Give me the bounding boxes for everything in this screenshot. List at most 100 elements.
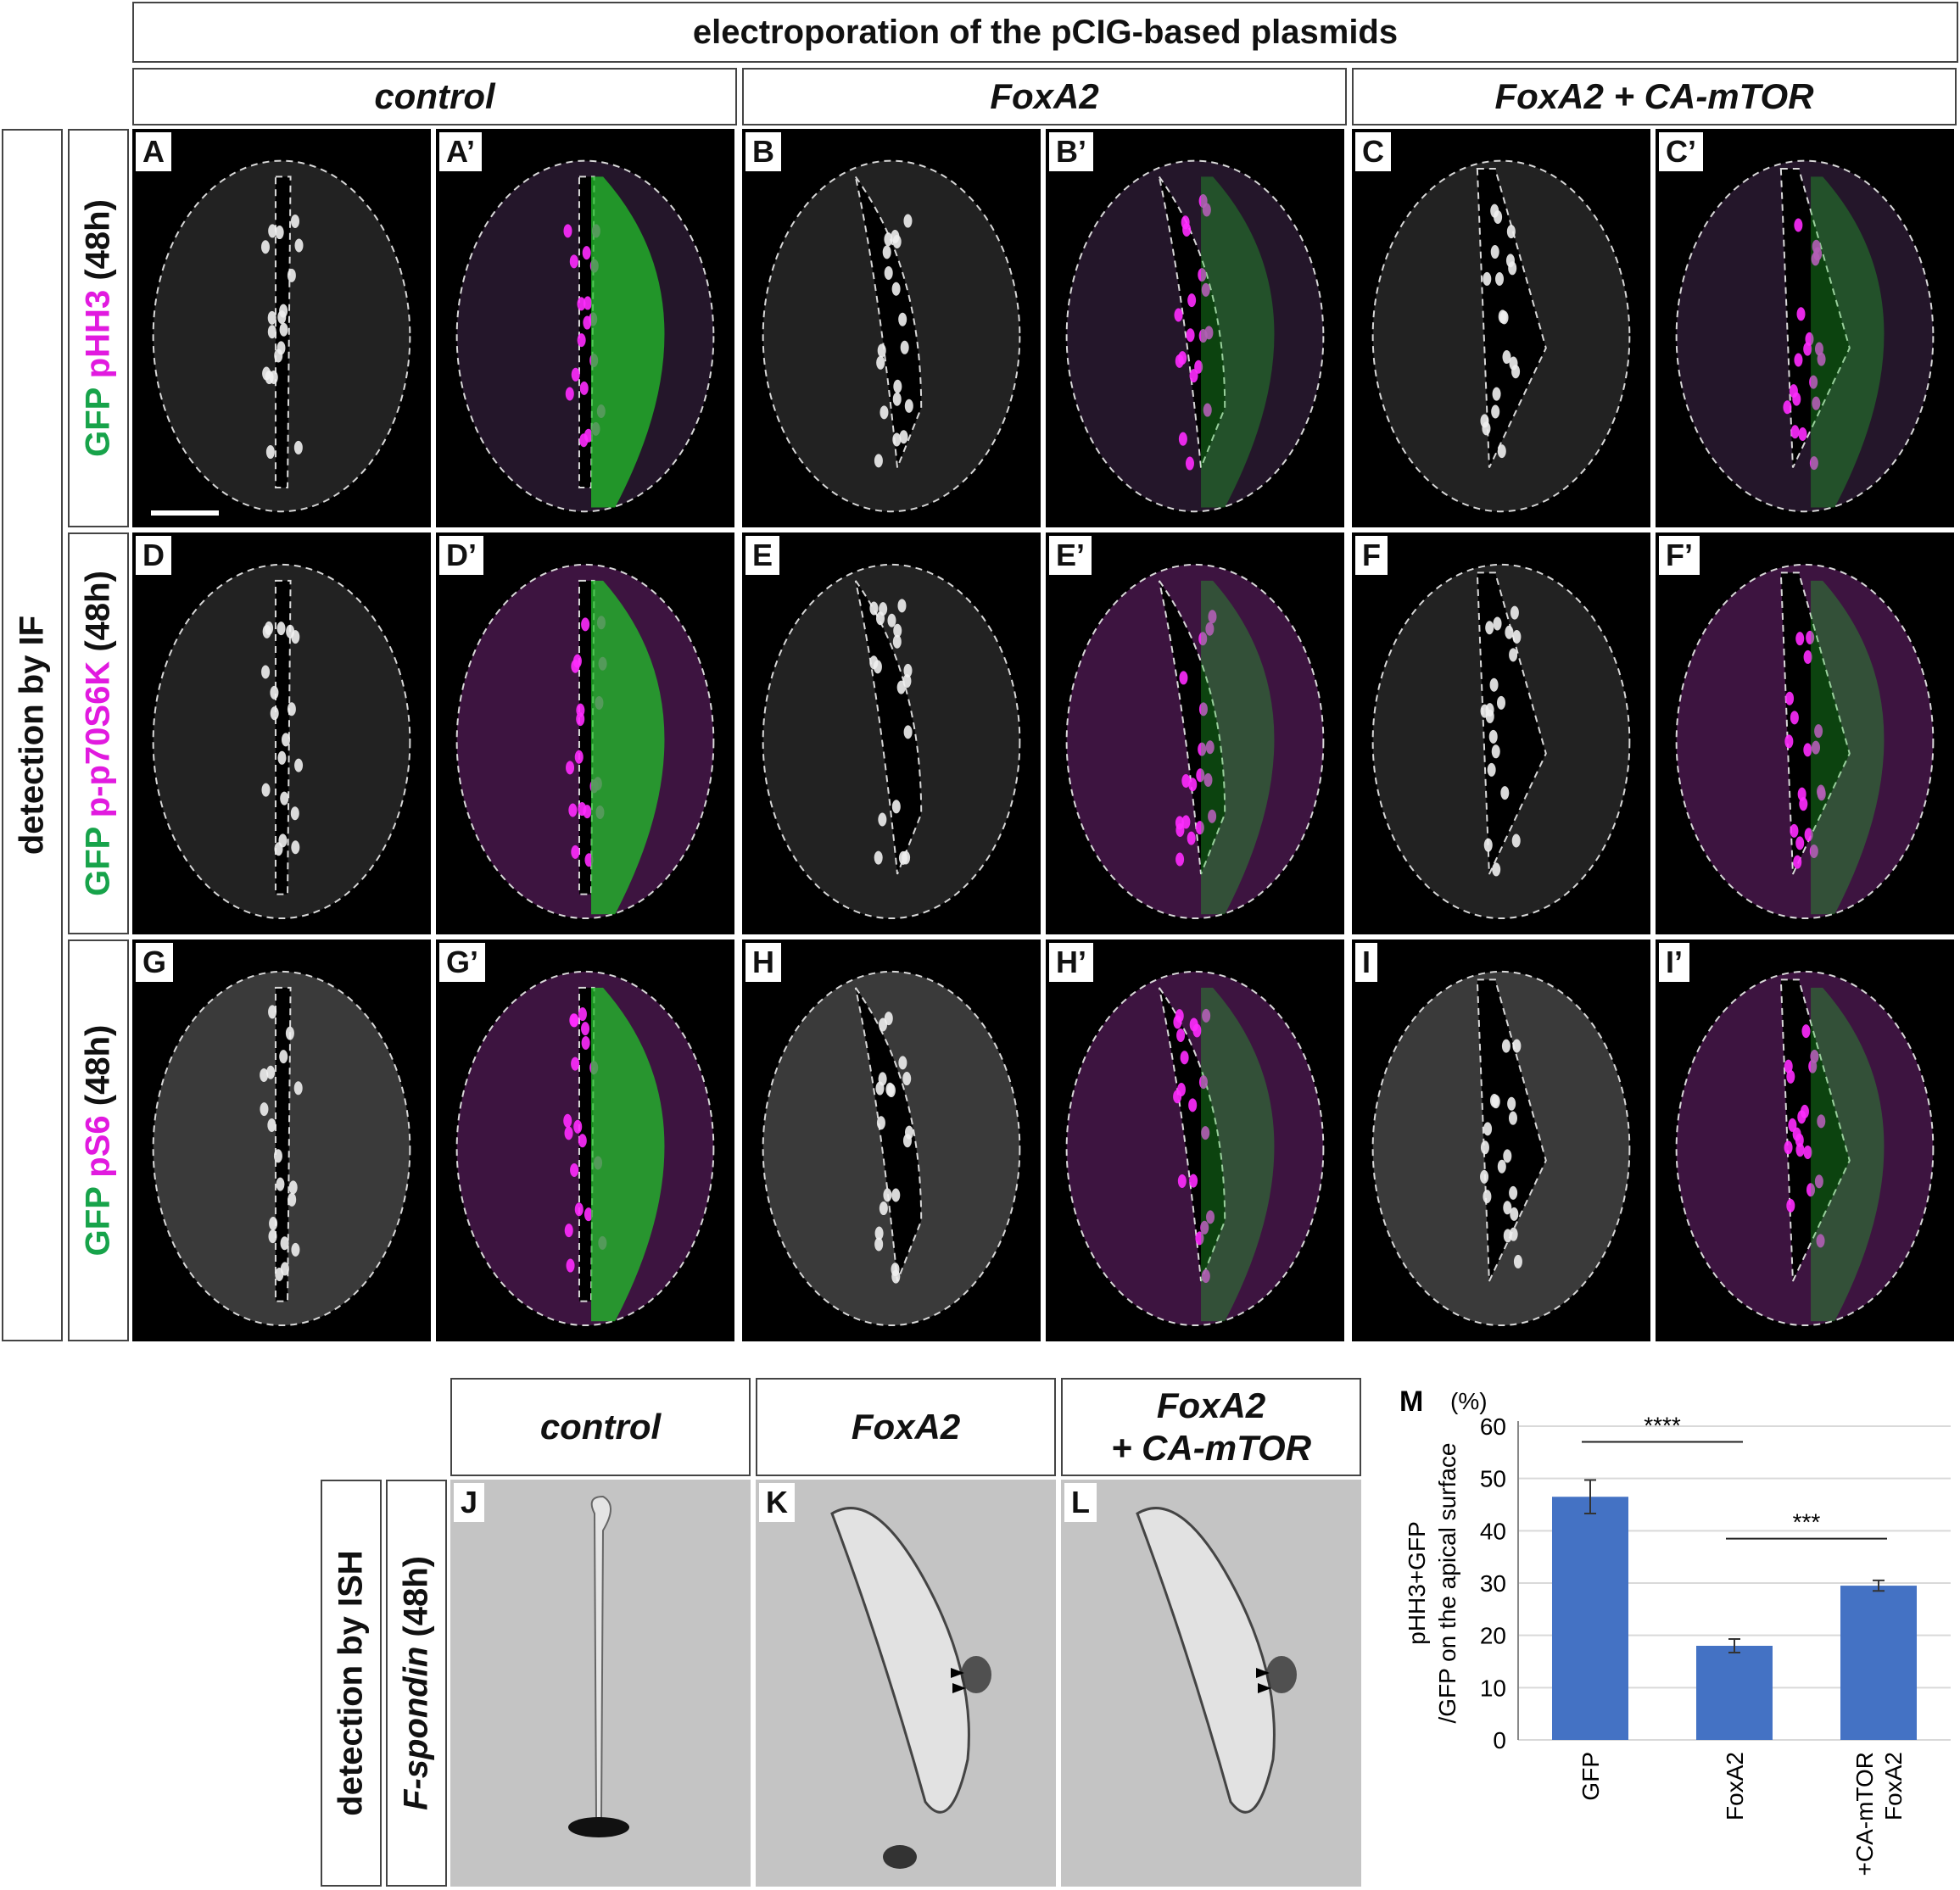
row-label-3: GFP pS6 (48h) [79,1024,117,1257]
micrograph-image-row3-5 [1675,970,1935,1327]
x-tick-label: FoxA2 [1880,1752,1907,1820]
row-label-box-1: GFP pHH3 (48h) [68,129,129,527]
panel-label: D [136,536,171,575]
row-label-box-2: GFP p-p70S6K (48h) [68,532,129,934]
micrograph-panel-row1-1: A’ [436,129,734,527]
micrograph-panel-row2-0: D [132,532,431,934]
ish-column-header-foxa2: FoxA2 [756,1378,1056,1476]
panel-label: H [745,943,781,982]
panel-label: H’ [1049,943,1093,982]
ish-side-label-box: detection by ISH [321,1480,382,1887]
error-bar [1584,1479,1596,1514]
y-tick-label: 20 [1480,1623,1506,1649]
micrograph-image-row2-4 [1371,563,1631,920]
micrograph-image-row1-5 [1675,159,1935,513]
y-tick-label: 30 [1480,1570,1506,1597]
panel-label: I’ [1659,943,1690,982]
panel-label: C [1355,132,1391,171]
panel-label: B’ [1049,132,1093,171]
micrograph-image-row2-3 [1065,563,1325,920]
micrograph-image-row2-2 [762,563,1021,920]
bar [1696,1646,1773,1740]
x-tick-label: FoxA2 [1722,1752,1748,1820]
top-header-text: electroporation of the pCIG-based plasmi… [692,13,1399,51]
micrograph-panel-row3-1: G’ [436,939,734,1341]
micrograph-panel-row2-2: E [742,532,1041,934]
bar [1840,1586,1917,1740]
micrograph-image-row1-3 [1065,159,1325,513]
y-tick-label: 50 [1480,1466,1506,1492]
micrograph-image-row1-1 [455,159,715,513]
panel-label: F’ [1659,536,1700,575]
micrograph-panel-row3-5: I’ [1656,939,1954,1341]
micrograph-image-row3-3 [1065,970,1325,1327]
y-tick-label: 40 [1480,1518,1506,1544]
x-tick-label: +CA-mTOR [1851,1752,1878,1876]
error-bar [1728,1637,1740,1654]
panel-label: A’ [439,132,483,171]
panel-label: E [745,536,780,575]
ish-column-header-foxa2-line1: FoxA2 [1156,1385,1266,1425]
panel-label: C’ [1659,132,1703,171]
ish-panel-K: K [756,1480,1056,1887]
panel-label: A [136,132,171,171]
ish-gene-label: F-spondin (48h) [397,1556,435,1810]
ish-image-K [756,1480,1056,1887]
column-header-control-text: control [374,76,495,116]
micrograph-panel-row2-1: D’ [436,532,734,934]
micrograph-image-row1-2 [762,159,1021,513]
micrograph-panel-row3-4: I [1352,939,1650,1341]
ish-panel-L: L [1061,1480,1361,1887]
panel-label: K [759,1483,795,1522]
ish-column-header-foxa2-line2: + CA-mTOR [1110,1428,1312,1468]
micrograph-panel-row3-2: H [742,939,1041,1341]
micrograph-panel-row3-0: G [132,939,431,1341]
micrograph-image-row3-2 [762,970,1021,1327]
micrograph-image-row3-0 [152,970,411,1327]
if-side-label: detection by IF [13,615,51,856]
y-tick-label: 60 [1480,1413,1506,1440]
y-tick-label: 0 [1493,1727,1506,1753]
micrograph-panel-row2-4: F [1352,532,1650,934]
column-header-foxa2: FoxA2 [742,68,1347,125]
micrograph-image-row2-0 [152,563,411,920]
micrograph-image-row2-1 [455,563,715,920]
significance-label: *** [1793,1509,1821,1536]
panel-label: E’ [1049,536,1092,575]
panel-label: I [1355,943,1378,982]
row-label-2: GFP p-p70S6K (48h) [79,571,117,896]
y-tick-label: 10 [1480,1675,1506,1701]
if-side-label-box: detection by IF [2,129,63,1341]
panel-label: J [454,1483,485,1522]
micrograph-panel-row3-3: H’ [1046,939,1344,1341]
bar-chart-m: M (%) 0 10 20 30 40 50 60 pHH3+GFP/GFP on the api… [1399,1385,1951,1876]
micrograph-panel-row1-5: C’ [1656,129,1954,527]
column-header-control: control [132,68,737,125]
micrograph-panel-row2-3: E’ [1046,532,1344,934]
scale-bar [151,510,219,516]
micrograph-image-row1-0 [152,159,411,513]
column-header-foxa2-camtor: FoxA2 + CA-mTOR [1352,68,1957,125]
figure-top-header: electroporation of the pCIG-based plasmi… [132,2,1958,63]
ish-column-header-control-text: control [539,1407,662,1447]
unit-label: (%) [1450,1388,1488,1414]
row-label-box-3: GFP pS6 (48h) [68,939,129,1341]
micrograph-image-row2-5 [1675,563,1935,920]
panel-label: G’ [439,943,486,982]
significance-label: **** [1644,1413,1681,1439]
x-tick-label: GFP [1577,1752,1604,1801]
panel-label: L [1064,1483,1097,1522]
ish-image-L [1061,1480,1361,1887]
panel-label: B [745,132,781,171]
micrograph-panel-row1-2: B [742,129,1041,527]
micrograph-panel-row1-3: B’ [1046,129,1344,527]
micrograph-panel-row1-4: C [1352,129,1650,527]
panel-label: G [136,943,174,982]
ish-column-header-foxa2-camtor: FoxA2 + CA-mTOR [1061,1378,1361,1476]
column-header-foxa2-text: FoxA2 [990,76,1099,116]
row-label-1: GFP pHH3 (48h) [79,199,117,457]
column-header-foxa2-camtor-text: FoxA2 + CA-mTOR [1494,76,1814,116]
micrograph-panel-row2-5: F’ [1656,532,1954,934]
ish-column-header-foxa2-text: FoxA2 [851,1407,961,1447]
error-bar [1873,1579,1885,1592]
